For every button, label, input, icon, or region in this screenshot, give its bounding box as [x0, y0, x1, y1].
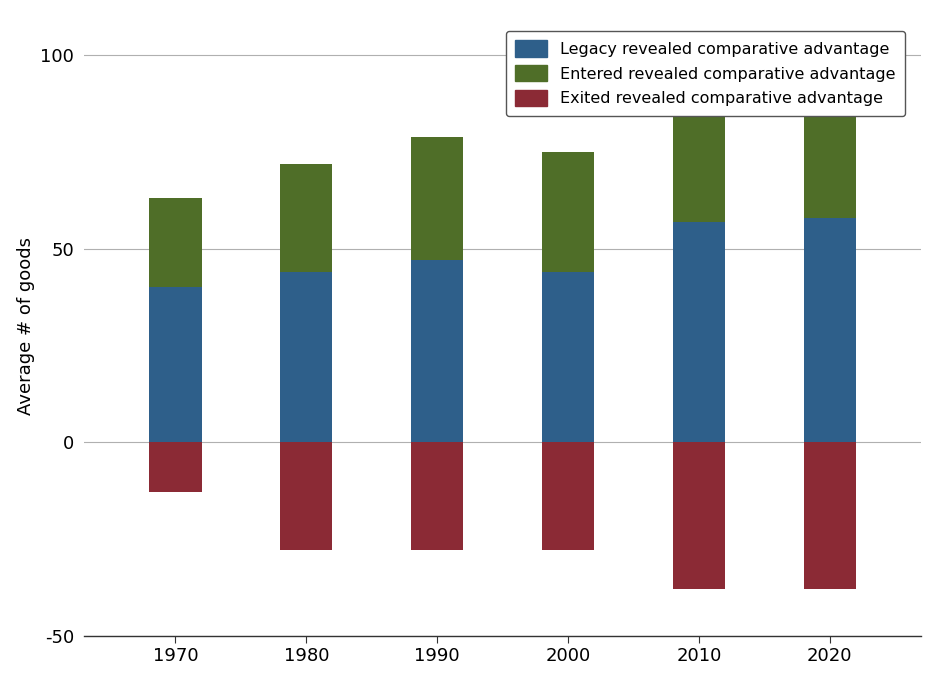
Bar	[280, 442, 332, 550]
Bar	[149, 198, 202, 287]
Bar	[411, 442, 463, 550]
Bar	[149, 442, 202, 492]
Bar	[673, 442, 725, 589]
Bar	[673, 222, 725, 442]
Bar	[542, 442, 594, 550]
Bar	[673, 83, 725, 222]
Bar	[804, 113, 855, 218]
Bar	[542, 152, 594, 272]
Bar	[149, 287, 202, 442]
Bar	[280, 164, 332, 272]
Bar	[280, 272, 332, 442]
Bar	[804, 442, 855, 589]
Bar	[804, 218, 855, 442]
Bar	[542, 272, 594, 442]
Y-axis label: Average # of goods: Average # of goods	[17, 237, 35, 415]
Bar	[411, 261, 463, 442]
Legend: Legacy revealed comparative advantage, Entered revealed comparative advantage, E: Legacy revealed comparative advantage, E…	[506, 31, 905, 116]
Bar	[411, 136, 463, 261]
